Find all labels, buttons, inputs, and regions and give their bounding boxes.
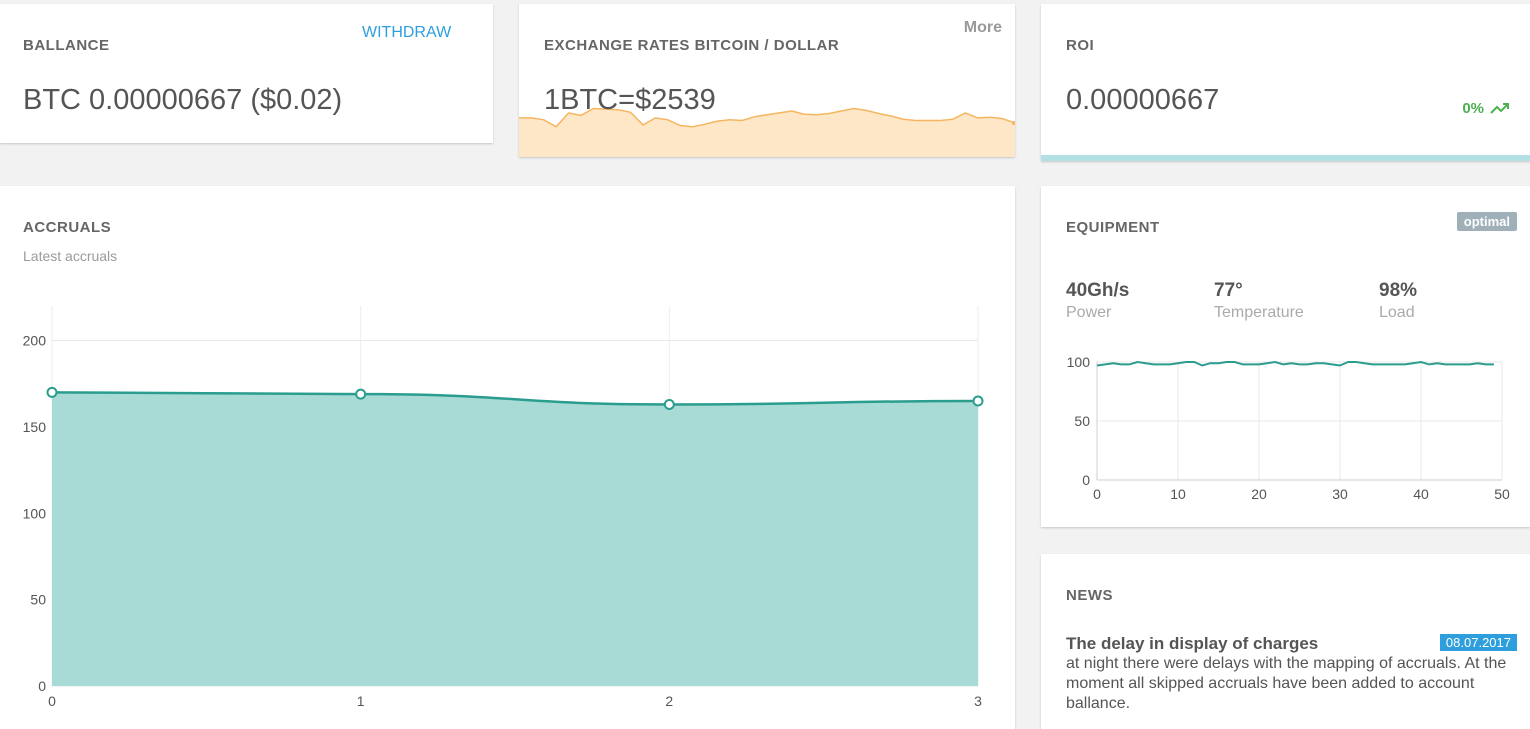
roi-value: 0.00000667: [1066, 84, 1220, 116]
equipment-line: [1096, 360, 1494, 367]
x-tick-label: 0: [1093, 486, 1101, 502]
accruals-title: ACCRUALS: [23, 219, 112, 236]
balance-title: BALLANCE: [23, 37, 110, 54]
y-tick-label: 0: [38, 678, 46, 694]
x-tick-label: 3: [974, 693, 982, 709]
y-tick-label: 100: [1067, 354, 1091, 370]
news-headline[interactable]: The delay in display of charges: [1066, 634, 1319, 653]
roi-change: 0%: [1462, 100, 1484, 117]
y-tick-label: 50: [30, 592, 46, 608]
accruals-area: [52, 392, 978, 686]
exchange-rates-title: EXCHANGE RATES BITCOIN / DOLLAR: [544, 37, 840, 54]
load-value: 98%: [1379, 280, 1418, 301]
news-card: NEWS 08.07.2017 The delay in display of …: [1041, 554, 1530, 729]
x-tick-label: 1: [357, 693, 365, 709]
roi-card: ROI 0.00000667 0%: [1041, 4, 1530, 161]
rates-sparkline: [519, 107, 1015, 157]
accruals-chart: 0 50 100 150 200 0 1 2 3: [23, 306, 984, 709]
sparkline-area: [519, 108, 1015, 157]
accruals-card: ACCRUALS Latest accruals 0 50 100 150 200 0 1 2…: [0, 186, 1015, 729]
y-tick-label: 100: [23, 505, 47, 521]
more-link[interactable]: More: [963, 19, 1002, 36]
balance-card: BALLANCE WITHDRAW BTC 0.00000667 ($0.02): [0, 4, 493, 143]
accruals-subtitle: Latest accruals: [23, 248, 118, 264]
roi-progress-bar: [1041, 155, 1530, 161]
roi-title: ROI: [1066, 37, 1095, 54]
x-tick-label: 30: [1332, 486, 1348, 502]
news-body: at night there were delays with the mapp…: [1066, 655, 1507, 712]
accruals-point[interactable]: [46, 386, 58, 398]
y-tick-label: 50: [1074, 413, 1090, 429]
x-tick-label: 2: [665, 693, 673, 709]
temperature-value: 77°: [1214, 280, 1243, 301]
sparkline-line: [519, 107, 1015, 128]
withdraw-link[interactable]: WITHDRAW: [362, 24, 452, 41]
temperature-label: Temperature: [1214, 304, 1304, 321]
exchange-rates-card: EXCHANGE RATES BITCOIN / DOLLAR More 1BT…: [519, 4, 1015, 157]
balance-value: BTC 0.00000667 ($0.02): [23, 84, 343, 116]
news-date-badge: 08.07.2017: [1439, 634, 1517, 651]
accruals-point[interactable]: [972, 395, 984, 407]
x-tick-label: 0: [48, 693, 56, 709]
trending-up-icon: [1490, 103, 1509, 114]
accruals-point[interactable]: [355, 388, 367, 400]
x-tick-label: 20: [1251, 486, 1267, 502]
exchange-rate-value: 1BTC=$2539: [544, 84, 716, 116]
x-tick-label: 10: [1170, 486, 1186, 502]
accruals-line: [51, 391, 979, 406]
equipment-card: EQUIPMENT optimal 40Gh/s Power 77° Tempe…: [1041, 186, 1530, 527]
news-title: NEWS: [1066, 587, 1113, 604]
equipment-title: EQUIPMENT: [1066, 219, 1160, 236]
accruals-point[interactable]: [663, 398, 675, 410]
status-badge: optimal: [1456, 212, 1517, 231]
y-tick-label: 200: [23, 333, 47, 349]
power-value: 40Gh/s: [1066, 280, 1130, 301]
x-tick-label: 50: [1494, 486, 1510, 502]
y-tick-label: 150: [23, 419, 47, 435]
y-tick-label: 0: [1082, 472, 1090, 488]
power-label: Power: [1066, 304, 1112, 321]
load-label: Load: [1379, 304, 1415, 321]
x-tick-label: 40: [1413, 486, 1429, 502]
sparkline-end-point: [1012, 120, 1015, 125]
equipment-chart: 0 50 100 0 10 20 30 40 50: [1067, 354, 1510, 502]
